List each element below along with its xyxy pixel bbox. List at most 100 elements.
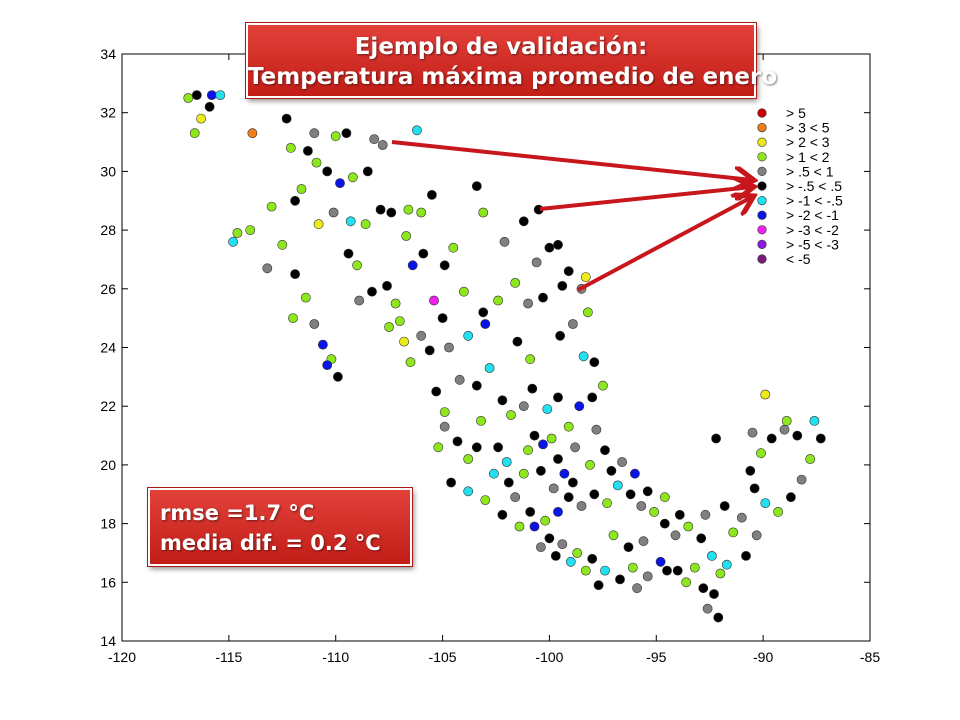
data-point	[501, 457, 512, 467]
data-point	[322, 360, 333, 370]
data-point	[542, 404, 553, 414]
y-tick-label: 20	[100, 457, 116, 473]
data-point	[630, 468, 640, 479]
data-point	[563, 266, 574, 277]
title-line-2: Temperatura máxima promedio de enero	[248, 64, 778, 90]
data-point	[471, 181, 482, 191]
data-point	[345, 216, 356, 227]
data-point	[683, 521, 694, 532]
data-point	[518, 468, 529, 479]
data-point	[544, 242, 555, 253]
legend: > 5> 3 < 5> 2 < 3> 1 < 2> .5 < 1> -.5 < …	[757, 105, 843, 267]
legend-label: > -1 < -.5	[786, 193, 843, 209]
legend-label: < -5	[786, 251, 811, 267]
data-point	[300, 292, 311, 303]
data-point	[523, 445, 533, 456]
data-point	[627, 562, 638, 573]
y-tick-label: 30	[100, 163, 116, 179]
title-line-1: Ejemplo de validación:	[354, 34, 648, 60]
data-point	[568, 319, 578, 329]
data-point	[623, 542, 634, 552]
data-point	[426, 189, 437, 200]
data-point	[546, 433, 557, 444]
x-axis-ticks: -120 -115 -110 -105 -100 -95 -90 -85	[108, 54, 880, 665]
data-point	[598, 380, 608, 391]
data-point	[745, 465, 756, 476]
x-tick-label: -100	[535, 649, 563, 665]
data-point	[399, 336, 409, 347]
data-point	[600, 445, 610, 456]
legend-marker	[757, 239, 767, 249]
data-point	[649, 506, 659, 517]
data-point	[553, 506, 563, 517]
data-point	[362, 166, 373, 177]
data-point	[674, 509, 685, 520]
data-point	[602, 498, 612, 508]
data-point	[478, 207, 489, 218]
legend-marker	[757, 196, 767, 206]
data-point	[709, 589, 719, 599]
data-point	[390, 298, 401, 309]
data-point	[523, 298, 533, 309]
data-point	[480, 319, 491, 329]
data-point	[587, 553, 598, 564]
y-tick-label: 26	[100, 281, 116, 297]
data-point	[779, 424, 790, 435]
data-point	[713, 612, 724, 623]
data-point	[382, 280, 392, 291]
x-tick-label: -115	[215, 649, 242, 665]
data-point	[411, 125, 422, 136]
data-point	[309, 319, 320, 329]
legend-marker	[757, 181, 767, 191]
data-point	[593, 580, 604, 591]
data-point	[290, 195, 300, 206]
data-point	[506, 410, 516, 420]
data-point	[553, 392, 563, 403]
data-point	[700, 509, 711, 520]
legend-marker	[757, 166, 767, 176]
data-point	[715, 568, 726, 579]
data-point	[377, 140, 388, 150]
legend-marker	[757, 152, 767, 162]
rmse-label: rmse =1.7 °C	[160, 501, 315, 525]
y-axis-ticks: 14 16 18 20 22 24 26 28 30 32 34	[100, 46, 870, 649]
data-point	[557, 539, 568, 549]
data-point	[347, 172, 358, 183]
data-point	[183, 93, 194, 103]
data-point	[424, 345, 435, 356]
data-point	[544, 533, 555, 544]
data-point	[721, 559, 732, 570]
data-point	[262, 263, 273, 274]
data-point	[341, 128, 352, 139]
data-point	[751, 530, 762, 541]
data-point	[672, 565, 683, 576]
data-point	[296, 184, 307, 194]
annotation-arrow	[539, 187, 752, 211]
data-point	[266, 201, 277, 212]
data-point	[587, 392, 598, 403]
data-point	[302, 145, 313, 156]
data-point	[580, 565, 591, 576]
legend-marker	[757, 137, 767, 147]
data-point	[458, 286, 469, 297]
data-point	[670, 530, 681, 541]
data-point	[565, 556, 576, 567]
legend-arrows	[391, 140, 752, 292]
legend-label: > 2 < 3	[786, 134, 830, 150]
x-tick-label: -120	[108, 649, 136, 665]
legend-label: > -2 < -1	[786, 207, 839, 223]
data-point	[510, 492, 521, 503]
y-tick-label: 16	[100, 574, 116, 590]
stats-box: rmse =1.7 °C media dif. = 0.2 °C	[148, 488, 412, 566]
legend-label: > .5 < 1	[786, 163, 834, 179]
data-point	[536, 465, 546, 476]
data-point	[367, 286, 377, 297]
data-point	[655, 556, 666, 567]
data-point	[429, 295, 439, 306]
title-box: Ejemplo de validación: Temperatura máxim…	[246, 23, 778, 98]
data-point	[555, 330, 565, 341]
y-tick-label: 22	[100, 398, 116, 414]
data-point	[204, 101, 215, 112]
data-point	[330, 131, 341, 142]
